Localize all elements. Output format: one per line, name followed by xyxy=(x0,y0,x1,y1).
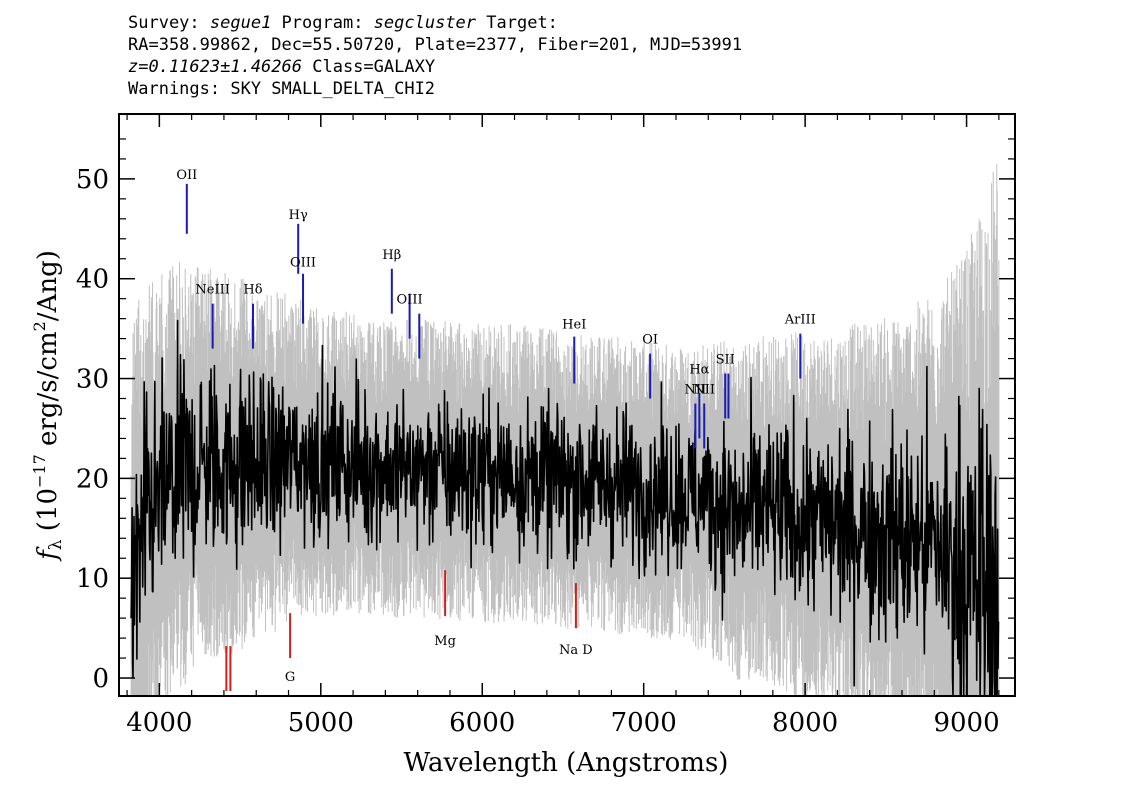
emission-line-label: NII xyxy=(685,383,707,398)
survey-label: Survey: xyxy=(128,13,210,33)
header-line-warnings: Warnings: SKY SMALL_DELTA_CHI2 xyxy=(128,79,436,99)
plot-frame xyxy=(118,113,1016,697)
class-value: Class=GALAXY xyxy=(302,57,436,77)
y-tick-label: 50 xyxy=(76,165,109,195)
emission-line-label: OIII xyxy=(397,293,423,308)
emission-line-label: Hβ xyxy=(382,248,401,263)
emission-line-label: Hγ xyxy=(289,208,308,223)
emission-line-label: Hα xyxy=(689,363,709,378)
y-axis-label: fλ (10−17 erg/s/cm2/Ang) xyxy=(30,250,66,562)
absorption-line-label: Mg xyxy=(434,634,456,649)
y-tick-label: 30 xyxy=(76,365,109,395)
x-tick-label: 4000 xyxy=(126,708,192,738)
x-tick-label: 7000 xyxy=(611,708,677,738)
emission-line-label: ArIII xyxy=(784,313,816,328)
emission-line-label: NeIII xyxy=(195,283,229,298)
program-label: Program: xyxy=(271,13,374,33)
survey-value: segue1 xyxy=(209,13,272,33)
y-tick-label: 20 xyxy=(76,464,109,494)
emission-line-label: HeI xyxy=(562,318,586,333)
emission-line-label: NII xyxy=(693,383,715,398)
y-tick-label: 40 xyxy=(76,265,109,295)
program-value: segcluster xyxy=(373,13,477,33)
emission-line-label: OIII xyxy=(290,256,316,271)
flux-line xyxy=(130,319,1000,696)
x-axis-label: Wavelength (Angstroms) xyxy=(404,748,729,778)
header-line-survey: Survey: segue1 Program: segcluster Targe… xyxy=(128,12,742,34)
absorption-line-label: G xyxy=(285,670,295,685)
x-tick-label: 8000 xyxy=(772,708,838,738)
x-tick-label: 5000 xyxy=(288,708,354,738)
header-line-coords: RA=358.99862, Dec=55.50720, Plate=2377, … xyxy=(128,35,743,55)
header-line-redshift: z=0.11623±1.46266 Class=GALAXY xyxy=(128,56,742,78)
axis-ticks: 4000 5000 6000 7000 8000 9000 0 10 20 30 40 50 xyxy=(76,114,1015,738)
x-tick-label: 9000 xyxy=(933,708,999,738)
x-tick-label: 6000 xyxy=(449,708,515,738)
emission-line-label: OI xyxy=(642,333,658,348)
emission-line-label: Hδ xyxy=(243,283,262,298)
spectrum-header: Survey: segue1 Program: segcluster Targe… xyxy=(128,12,742,100)
absorption-line-label: Na D xyxy=(559,643,593,658)
redshift-value: z=0.11623±1.46266 xyxy=(128,57,302,77)
target-label: Target: xyxy=(476,13,558,33)
emission-line-label: SII xyxy=(716,353,735,368)
y-tick-label: 10 xyxy=(76,564,109,594)
y-tick-label: 0 xyxy=(92,664,109,694)
emission-line-label: OII xyxy=(176,168,197,183)
flux-spectrum xyxy=(130,319,1000,696)
